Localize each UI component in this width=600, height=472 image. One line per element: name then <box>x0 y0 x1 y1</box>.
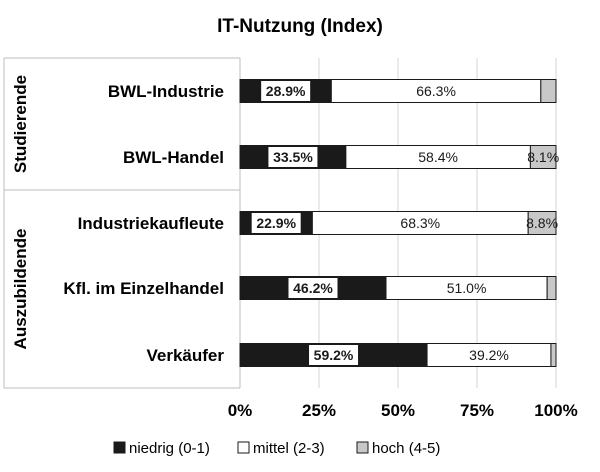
data-label-bg-bwl-industrie <box>261 81 311 101</box>
group-labels: Studierende Auszubildende <box>11 75 30 350</box>
data-label-industriekaufleute-mittel-2-3: 68.3% <box>400 215 440 231</box>
x-tick-labels: 0% 25% 50% 75% 100% <box>228 401 578 420</box>
legend-label-hoch-4-5: hoch (4-5) <box>372 440 440 457</box>
group-label-auszubildende: Auszubildende <box>11 229 30 350</box>
chart-title: IT-Nutzung (Index) <box>217 16 383 37</box>
data-label-kfl-im-einzelhandel-mittel-2-3: 51.0% <box>447 280 487 296</box>
category-label-verkäufer: Verkäufer <box>147 346 225 365</box>
data-label-verkäufer-mittel-2-3: 39.2% <box>469 347 509 363</box>
x-tick-2: 50% <box>381 401 415 420</box>
category-label-industriekaufleute: Industriekaufleute <box>78 214 224 233</box>
data-label-bwl-industrie-niedrig-0-1: 28.9% <box>266 83 306 99</box>
category-label-bwl-handel: BWL-Handel <box>123 148 224 167</box>
data-label-bg-industriekaufleute <box>251 213 301 233</box>
x-tick-3: 75% <box>460 401 494 420</box>
legend-swatch-hoch-4-5 <box>356 441 369 454</box>
group-label-studierende: Studierende <box>11 75 30 173</box>
bar-industriekaufleute-hoch-4-5 <box>527 211 557 235</box>
data-label-industriekaufleute-niedrig-0-1: 22.9% <box>256 215 296 231</box>
data-label-bg-kfl-im-einzelhandel <box>288 278 338 298</box>
legend-label-mittel-2-3: mittel (2-3) <box>253 440 325 457</box>
data-label-bg-verkäufer <box>309 345 359 365</box>
category-labels: BWL-Industrie BWL-Handel Industriekaufleut… <box>63 82 224 365</box>
bar-bwl-handel-hoch-4-5 <box>529 145 557 169</box>
legend-swatch-niedrig-0-1 <box>113 441 126 454</box>
bar-verkäufer-hoch-4-5 <box>550 343 557 367</box>
data-label-verkäufer-niedrig-0-1: 59.2% <box>314 347 354 363</box>
data-label-industriekaufleute-hoch-4-5: 8.8% <box>526 215 558 231</box>
x-tick-1: 25% <box>302 401 336 420</box>
data-label-bg-bwl-handel <box>268 147 318 167</box>
category-label-bwl-industrie: BWL-Industrie <box>108 82 224 101</box>
x-tick-4: 100% <box>534 401 577 420</box>
legend-swatch-mittel-2-3 <box>237 441 250 454</box>
data-label-bwl-handel-hoch-4-5: 8.1% <box>527 149 559 165</box>
bar-bwl-industrie-hoch-4-5 <box>540 79 557 103</box>
category-label-kfl-im-einzelhandel: Kfl. im Einzelhandel <box>63 279 224 298</box>
legend-label-niedrig-0-1: niedrig (0-1) <box>129 440 210 457</box>
data-label-bwl-industrie-mittel-2-3: 66.3% <box>416 83 456 99</box>
bar-kfl-im-einzelhandel-hoch-4-5 <box>546 276 557 300</box>
data-label-bwl-handel-niedrig-0-1: 33.5% <box>273 149 313 165</box>
bars: 28.9% 66.3% 33.5% 58.4% 8.1% 22.9% 68.3% 8.8% 46… <box>239 79 559 367</box>
legend: niedrig (0-1) mittel (2-3) hoch (4-5) <box>113 440 440 457</box>
x-tick-0: 0% <box>228 401 253 420</box>
data-label-kfl-im-einzelhandel-niedrig-0-1: 46.2% <box>293 280 333 296</box>
data-label-bwl-handel-mittel-2-3: 58.4% <box>418 149 458 165</box>
